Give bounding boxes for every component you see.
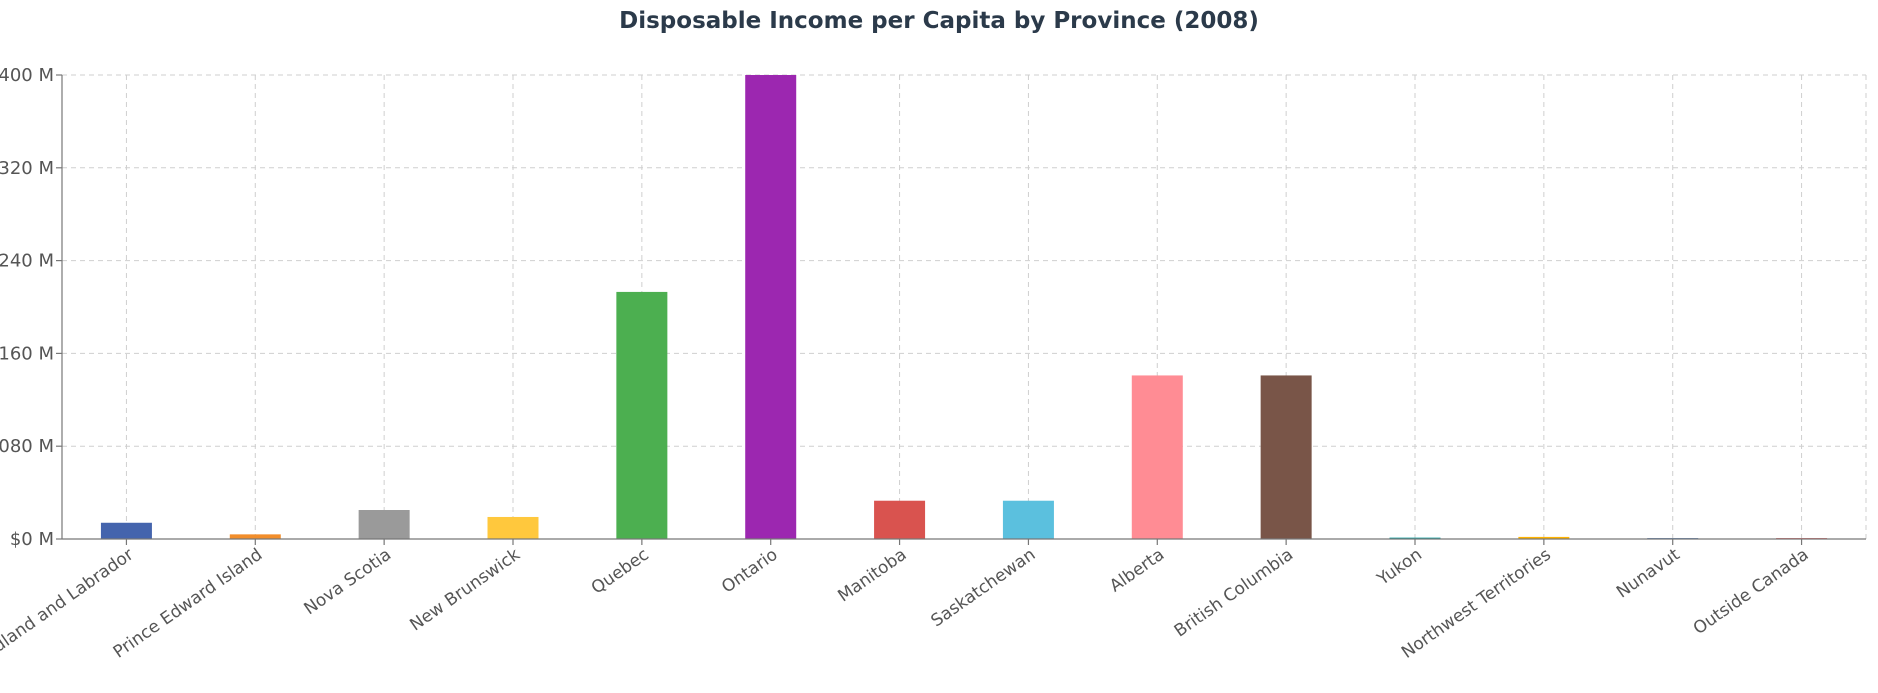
- bars: [100, 75, 1828, 539]
- bar[interactable]: [100, 522, 152, 539]
- bar[interactable]: [616, 291, 668, 539]
- y-tick-label: $0 M: [10, 529, 54, 550]
- x-tick-label: British Columbia: [1171, 545, 1297, 642]
- x-tick-label: Ontario: [718, 545, 781, 598]
- chart-title: Disposable Income per Capita by Province…: [619, 8, 1259, 34]
- x-tick-label: Newfoundland and Labrador: [0, 545, 137, 693]
- y-tick-label: 400 M: [0, 65, 54, 86]
- y-tick-label: 080 M: [0, 436, 54, 457]
- bar[interactable]: [1131, 375, 1183, 539]
- x-tick-label: New Brunswick: [406, 545, 524, 636]
- x-tick-label: Saskatchewan: [928, 545, 1040, 632]
- grid: [62, 74, 1867, 539]
- x-tick-label: Nova Scotia: [301, 545, 396, 620]
- bar[interactable]: [1002, 500, 1054, 539]
- y-tick-label: 240 M: [0, 251, 54, 272]
- bar[interactable]: [358, 510, 410, 539]
- bar[interactable]: [229, 534, 281, 539]
- labels: $0 M 080 M 160 M 240 M 320 M 400 M Newfoundlan…: [0, 65, 1812, 693]
- x-tick-label: Yukon: [1373, 545, 1426, 590]
- y-tick-label: 320 M: [0, 158, 54, 179]
- bar[interactable]: [487, 516, 539, 539]
- bar[interactable]: [1389, 537, 1441, 539]
- x-tick-label: Alberta: [1106, 545, 1168, 597]
- x-tick-label: Manitoba: [834, 545, 910, 607]
- bar[interactable]: [745, 75, 797, 539]
- axes: [56, 74, 1866, 545]
- x-tick-label: Quebec: [588, 545, 653, 599]
- x-tick-label: Nunavut: [1613, 545, 1684, 603]
- x-tick-label: Outside Canada: [1690, 545, 1813, 639]
- bar[interactable]: [874, 500, 926, 539]
- bar[interactable]: [1518, 536, 1570, 539]
- bar[interactable]: [1260, 375, 1312, 539]
- y-tick-label: 160 M: [0, 343, 54, 364]
